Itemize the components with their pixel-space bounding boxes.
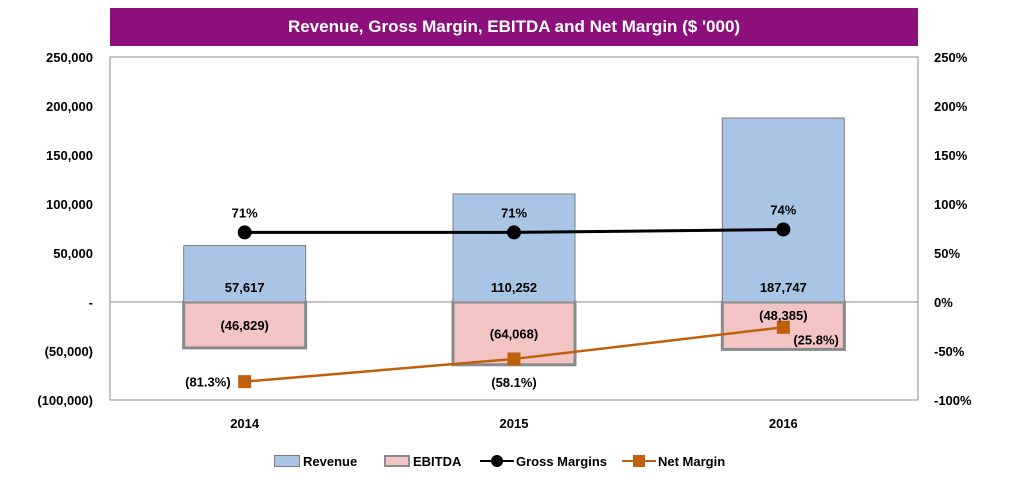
legend-label-ebitda: EBITDA — [413, 453, 462, 469]
category-axis: 2014 2015 2016 — [230, 416, 798, 431]
gross-margin-point — [237, 225, 252, 240]
plot-border — [109, 56, 919, 401]
net-margin-point — [776, 320, 790, 334]
legend-label-net-margin: Net Margin — [658, 453, 726, 469]
ebitda-swatch — [384, 455, 410, 467]
right-tick-label: 200% — [934, 99, 968, 114]
ebitda-data-label: (46,829) — [220, 318, 268, 333]
net-margin-data-label: (58.1%) — [491, 375, 537, 390]
left-tick-label: (100,000) — [37, 393, 93, 408]
left-tick-label: 200,000 — [46, 99, 93, 114]
right-tick-label: -100% — [934, 393, 972, 408]
legend-item-ebitda[interactable]: EBITDA — [384, 449, 461, 473]
net-margin-data-label: (25.8%) — [793, 332, 839, 347]
plot-frame — [109, 56, 919, 401]
right-tick-label: 150% — [934, 148, 968, 163]
gross-margin-data-label: 74% — [770, 202, 796, 217]
net-margin-point — [238, 375, 252, 389]
right-tick-label: 0% — [934, 295, 953, 310]
left-tick-label: 50,000 — [53, 246, 93, 261]
data-labels: 57,617 110,252 187,747 (46,829) (64,068) (48,… — [185, 202, 839, 389]
gross-margin-point — [507, 225, 521, 240]
legend-item-net-margin[interactable]: Net Margin — [622, 449, 725, 473]
revenue-bar — [452, 193, 576, 303]
gross-margin-data-label: 71% — [232, 205, 258, 220]
legend-label-gross-margins: Gross Margins — [516, 453, 608, 469]
left-tick-label: 250,000 — [46, 50, 93, 65]
right-tick-label: 250% — [934, 50, 968, 65]
right-tick-label: 100% — [934, 197, 968, 212]
chart-title: Revenue, Gross Margin, EBITDA and Net Ma… — [110, 8, 918, 46]
net-margin-swatch — [622, 455, 656, 467]
category-label: 2015 — [500, 416, 529, 431]
margin-lines — [237, 222, 791, 389]
revenue-bar — [721, 117, 845, 303]
revenue-data-label: 110,252 — [491, 280, 537, 295]
left-tick-label: 150,000 — [46, 148, 93, 163]
legend-item-revenue[interactable]: Revenue — [274, 449, 357, 473]
right-tick-label: -50% — [934, 344, 965, 359]
left-axis: (100,000) (50,000) - 50,000 100,000 150,000 20… — [37, 50, 93, 408]
revenue-data-label: 57,617 — [225, 280, 265, 295]
left-tick-label: (50,000) — [45, 344, 93, 359]
net-margin-point — [507, 352, 521, 366]
revenue-swatch — [274, 455, 300, 467]
net-margin-data-label: (81.3%) — [185, 375, 231, 390]
ebitda-data-label: (48,385) — [759, 308, 807, 323]
gross-margin-data-label: 71% — [501, 205, 527, 220]
ebitda-data-label: (64,068) — [490, 326, 538, 341]
legend-item-gross-margins[interactable]: Gross Margins — [480, 449, 607, 473]
legend: Revenue EBITDA Gross Margins Net Margin — [0, 449, 1014, 473]
left-tick-label: - — [89, 295, 93, 310]
gross-margins-swatch — [480, 455, 514, 467]
right-axis: -100% -50% 0% 50% 100% 150% 200% 250% — [934, 50, 972, 408]
legend-label-revenue: Revenue — [303, 453, 358, 469]
revenue-bars — [183, 117, 845, 303]
left-tick-label: 100,000 — [46, 197, 93, 212]
gross-margin-point — [776, 222, 791, 237]
revenue-bar — [183, 245, 307, 303]
right-tick-label: 50% — [934, 246, 960, 261]
revenue-data-label: 187,747 — [760, 280, 807, 295]
category-label: 2016 — [769, 416, 798, 431]
category-label: 2014 — [230, 416, 260, 431]
